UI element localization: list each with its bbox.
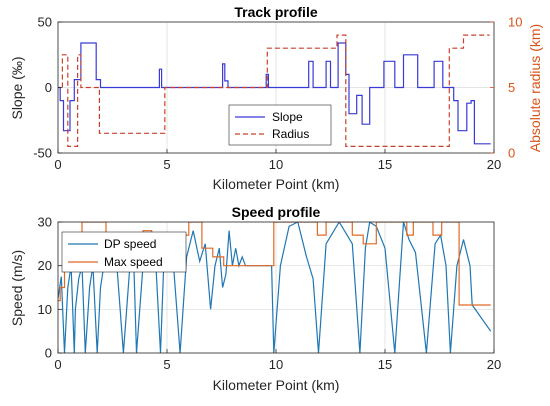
y-tick-label: 20 <box>38 258 52 273</box>
x-tick-label: 20 <box>487 157 501 172</box>
y-axis-label: Speed (m/s) <box>9 250 25 326</box>
ticks: 0 5 10 15 20 0 10 20 30 <box>38 215 502 373</box>
y-right-tick-label: 0 <box>508 146 515 161</box>
y-tick-label: 10 <box>38 302 52 317</box>
y-right-tick-label: 5 <box>508 80 515 95</box>
legend-label-radius: Radius <box>272 127 309 141</box>
legend-box <box>61 231 187 273</box>
legend-label-max-speed: Max speed <box>104 255 163 269</box>
x-axis-label: Kilometer Point (km) <box>213 176 340 192</box>
chart-title: Track profile <box>234 4 317 20</box>
x-tick-label: 15 <box>378 357 392 372</box>
legend-label-slope: Slope <box>272 110 303 124</box>
y-tick-label: 50 <box>38 15 52 30</box>
y-tick-label: -50 <box>33 146 52 161</box>
y-right-tick-label: 10 <box>508 15 522 30</box>
chart-title: Speed profile <box>232 204 321 220</box>
series-line-dp-speed <box>58 222 492 353</box>
x-tick-label: 10 <box>269 357 283 372</box>
x-tick-label: 0 <box>54 357 61 372</box>
series-line-radius <box>61 34 490 147</box>
y-tick-label: 0 <box>45 80 52 95</box>
y-axis-label: Slope (‰) <box>9 56 25 119</box>
legend: Slope Radius <box>228 104 332 146</box>
x-tick-label: 15 <box>378 157 392 172</box>
x-axis-label: Kilometer Point (km) <box>213 377 340 393</box>
x-tick-label: 20 <box>487 357 501 372</box>
y-axis-right-label: Absolute radius (km) <box>527 24 543 152</box>
y-tick-label: 0 <box>45 346 52 361</box>
legend-box <box>228 104 332 146</box>
legend: DP speed Max speed <box>61 231 187 273</box>
series-layer <box>58 34 491 147</box>
series-line-slope <box>58 42 491 145</box>
x-tick-label: 10 <box>269 157 283 172</box>
legend-label-dp-speed: DP speed <box>104 237 156 251</box>
y-tick-label: 30 <box>38 215 52 230</box>
speed-profile-chart: 0 5 10 15 20 0 10 20 30 Speed profile Kilometer … <box>9 204 501 393</box>
x-tick-label: 5 <box>163 357 170 372</box>
x-tick-label: 5 <box>163 157 170 172</box>
x-tick-label: 0 <box>54 157 61 172</box>
